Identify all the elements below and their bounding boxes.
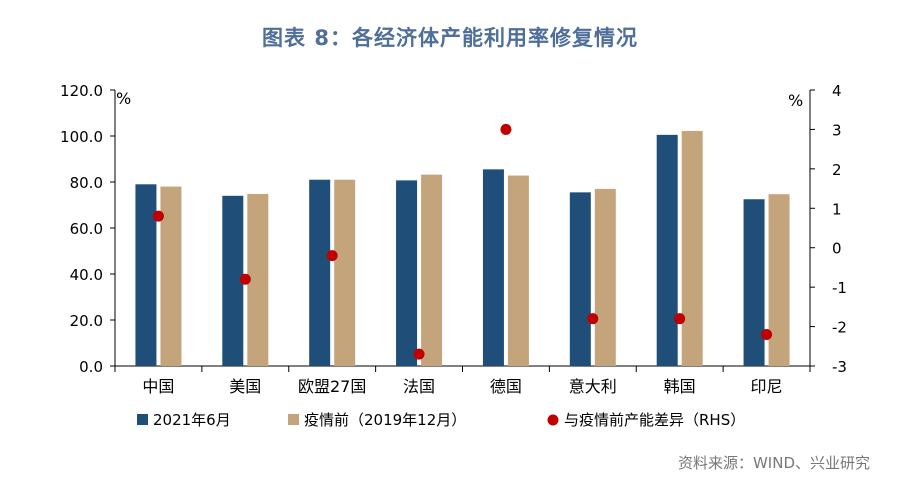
category-label: 德国 [490,377,522,396]
left-axis-unit: % [116,89,131,108]
chart-title: 图表 8：各经济体产能利用率修复情况 [262,26,638,50]
category-label: 印尼 [751,377,783,396]
capacity-gap-point [413,348,425,360]
left-axis-tick-label: 20.0 [70,312,103,330]
category-label: 法国 [403,377,435,396]
legend-label-capacity-gap: 与疫情前产能差异（RHS） [564,411,745,429]
capacity-gap-point [761,328,773,340]
bar-2021-jun [569,192,591,366]
bar-2021-jun [656,134,678,366]
legend-swatch-2021-jun [137,414,148,425]
bar-2021-jun [743,199,765,366]
bar-pre-pandemic [247,193,269,366]
bar-2021-jun [135,184,157,366]
right-axis-tick-label: 4 [832,82,842,100]
category-label: 美国 [229,377,261,396]
bar-pre-pandemic [334,179,356,366]
left-axis-tick-label: 100.0 [60,128,103,146]
capacity-gap-point [500,123,512,135]
left-axis-tick-label: 40.0 [70,266,103,284]
legend-label-pre-pandemic: 疫情前（2019年12月） [304,411,466,429]
bar-pre-pandemic [160,186,182,366]
right-axis-tick-label: 1 [832,200,842,218]
right-axis-tick-label: -2 [832,319,847,337]
bar-2021-jun [396,180,418,366]
bar-pre-pandemic [681,130,703,366]
bar-2021-jun [482,169,504,366]
legend-marker-capacity-gap [547,414,559,426]
category-label: 中国 [142,377,174,396]
right-axis-tick-label: 3 [832,121,842,139]
left-axis-tick-label: 60.0 [70,220,103,238]
right-axis-tick-label: 2 [832,161,842,179]
category-label: 欧盟27国 [298,377,366,396]
right-axis-unit: % [788,91,803,110]
capacity-gap-point [239,273,251,285]
bar-2021-jun [222,195,244,366]
bar-pre-pandemic [594,188,616,366]
right-axis-tick-label: -3 [832,358,847,376]
left-axis-tick-label: 0.0 [79,358,103,376]
right-axis-tick-label: -1 [832,279,847,297]
bar-pre-pandemic [507,175,529,366]
left-axis-tick-label: 80.0 [70,174,103,192]
capacity-gap-point [587,313,599,325]
bar-2021-jun [309,179,331,366]
legend-swatch-pre-pandemic [288,414,299,425]
source-note: 资料来源：WIND、兴业研究 [677,454,870,472]
category-label: 意大利 [569,377,617,396]
legend-label-2021-jun: 2021年6月 [153,411,231,429]
right-axis-tick-label: 0 [832,240,842,258]
capacity-gap-point [152,210,164,222]
capacity-gap-point [326,250,338,262]
category-label: 韩国 [664,377,696,396]
left-axis-tick-label: 120.0 [60,82,103,100]
capacity-gap-point [674,313,686,325]
bar-pre-pandemic [421,174,443,366]
bar-pre-pandemic [768,194,790,366]
